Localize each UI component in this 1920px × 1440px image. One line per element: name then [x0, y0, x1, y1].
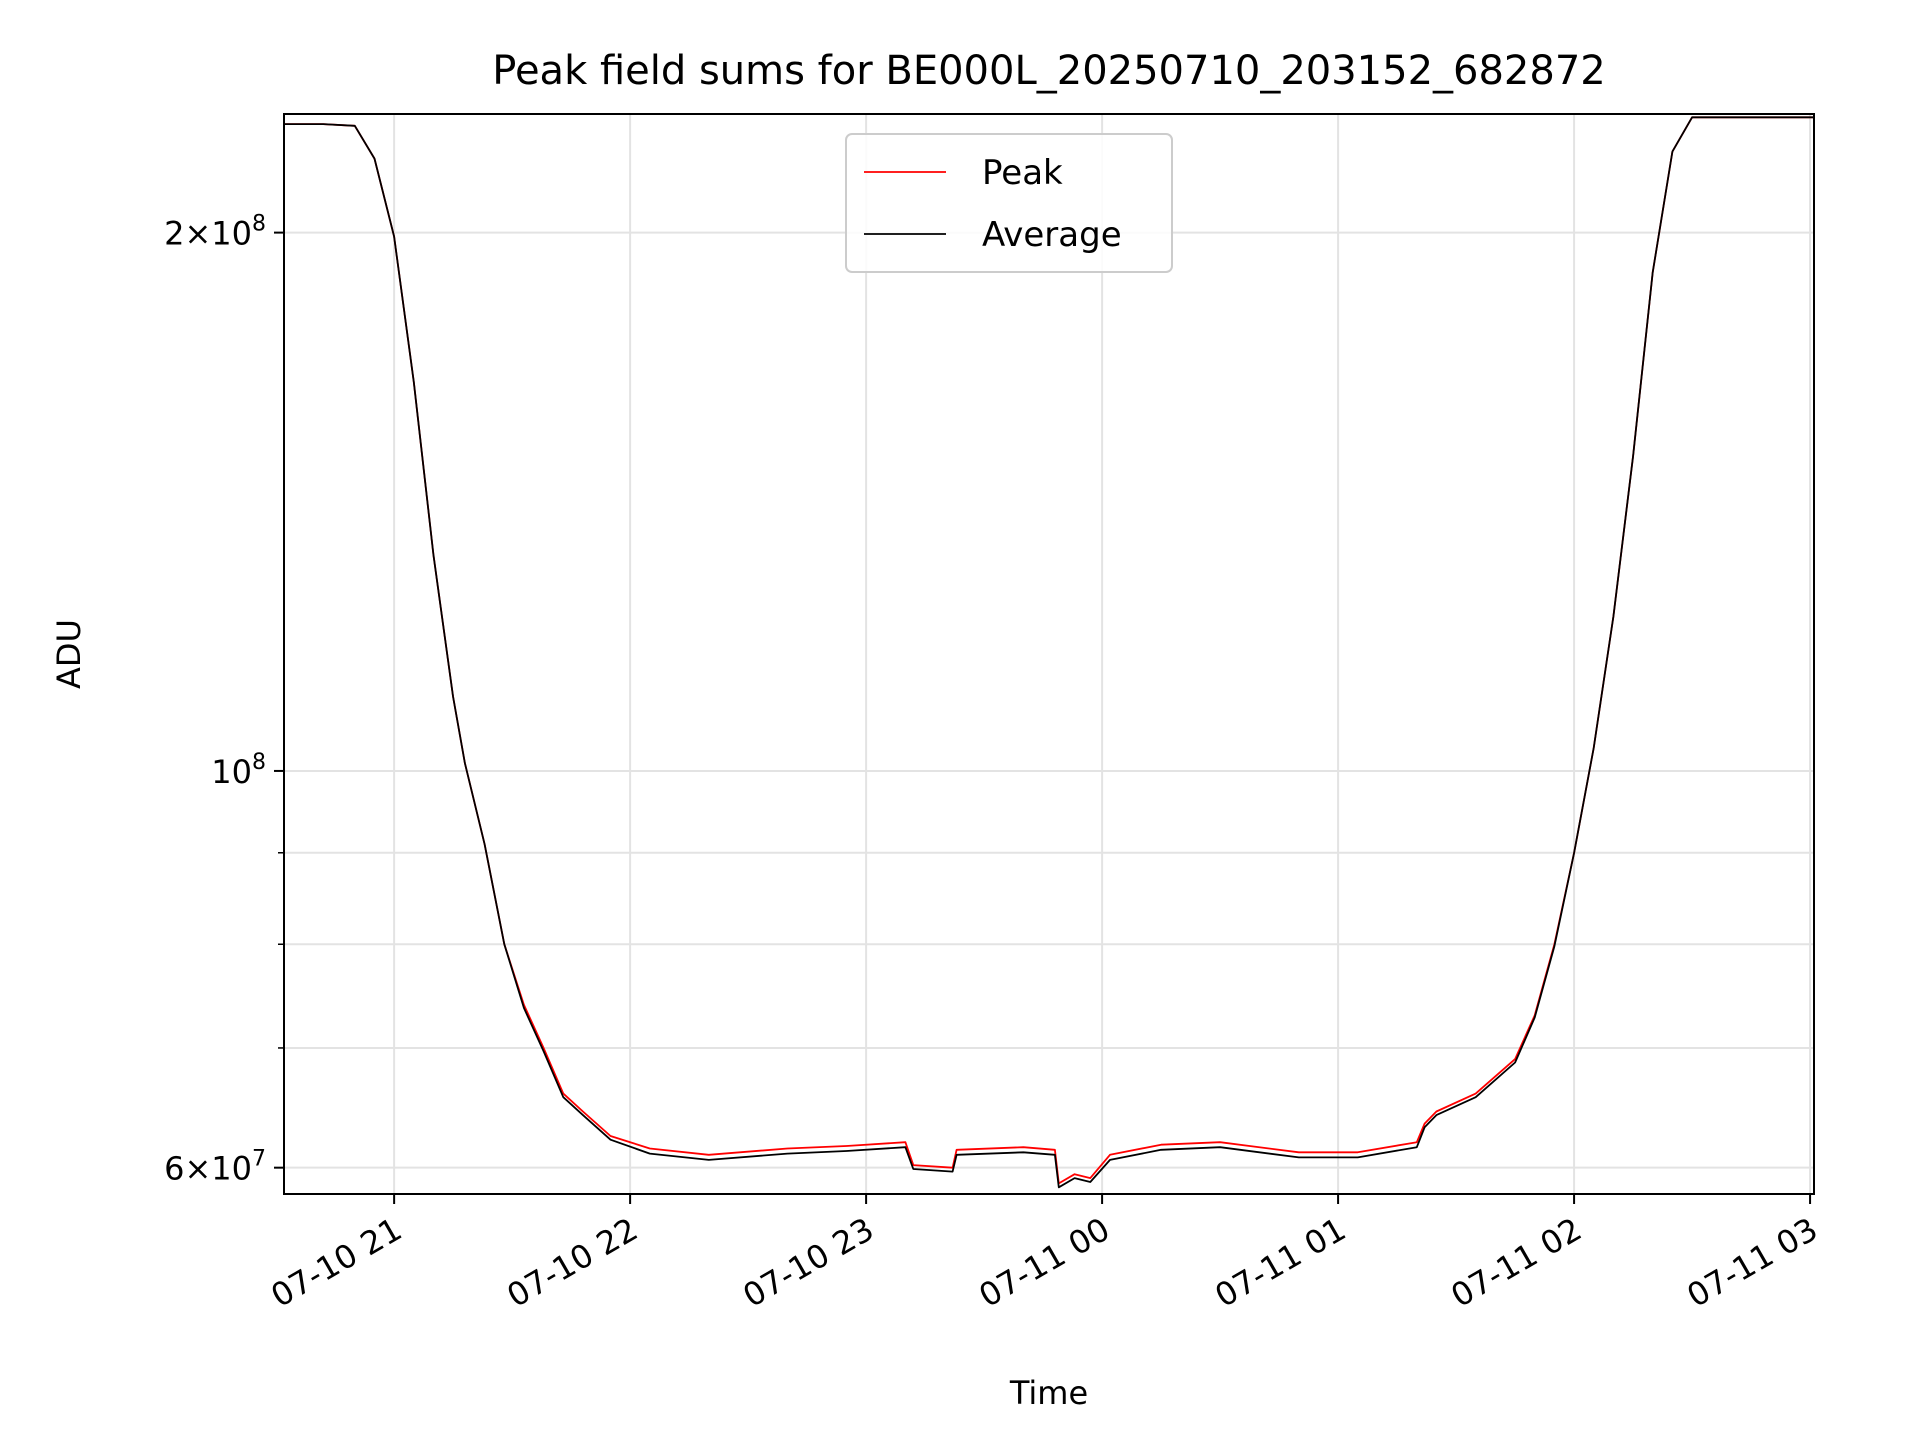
y-tick-label: 2×108: [164, 212, 266, 253]
axes-frame: [283, 113, 1815, 1195]
x-axis-label: Time: [1009, 1374, 1088, 1412]
y-axis-label: ADU: [50, 619, 88, 689]
legend-label-average: Average: [982, 215, 1122, 255]
legend-box: [845, 133, 1173, 273]
legend: Peak Average: [845, 133, 1173, 273]
series-layer: [284, 116, 1814, 1189]
legend-label-peak: Peak: [982, 153, 1063, 193]
y-tick-label: 108: [211, 750, 266, 791]
chart-title: Peak field sums for BE000L_20250710_2031…: [492, 48, 1605, 94]
series-line-average: [284, 116, 1814, 1189]
y-tick-label: 6×107: [164, 1147, 266, 1188]
